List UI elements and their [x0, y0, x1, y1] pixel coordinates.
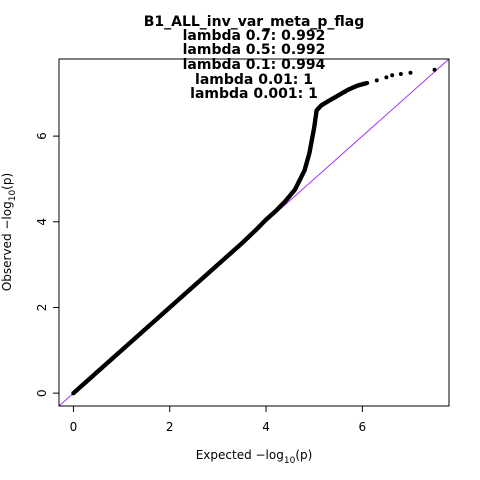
y-axis: 0 2 4 6	[35, 132, 59, 397]
data-point	[374, 78, 379, 83]
chart-title-line: lambda 0.5: 0.992	[183, 42, 326, 58]
x-tick-label: 0	[70, 420, 78, 434]
y-axis-label: Observed −log10(p)	[0, 173, 18, 291]
chart-title-line: lambda 0.01: 1	[195, 72, 313, 88]
chart-title-line: B1_ALL_inv_var_meta_p_flag	[144, 14, 365, 30]
y-tick-label: 6	[35, 132, 49, 140]
data-point	[384, 75, 389, 80]
y-tick-label: 2	[35, 304, 49, 312]
data-point	[408, 70, 413, 75]
x-tick-label: 2	[166, 420, 174, 434]
plot-frame	[58, 58, 450, 407]
chart-title-line: lambda 0.1: 0.994	[183, 57, 326, 73]
x-tick-label: 4	[262, 420, 270, 434]
chart-title-line: lambda 0.001: 1	[190, 86, 318, 102]
data-point	[398, 71, 403, 76]
data-point	[390, 73, 395, 78]
chart-title-line: lambda 0.7: 0.992	[183, 28, 326, 44]
x-tick-label: 6	[359, 420, 367, 434]
data-point	[432, 67, 437, 72]
chart-title: B1_ALL_inv_var_meta_p_flag lambda 0.7: 0…	[144, 14, 365, 102]
y-tick-label: 4	[35, 218, 49, 226]
data-point	[365, 80, 370, 85]
x-axis: 0 2 4 6	[70, 406, 367, 434]
y-tick-label: 0	[35, 389, 49, 397]
x-axis-label: Expected −log10(p)	[196, 448, 313, 466]
